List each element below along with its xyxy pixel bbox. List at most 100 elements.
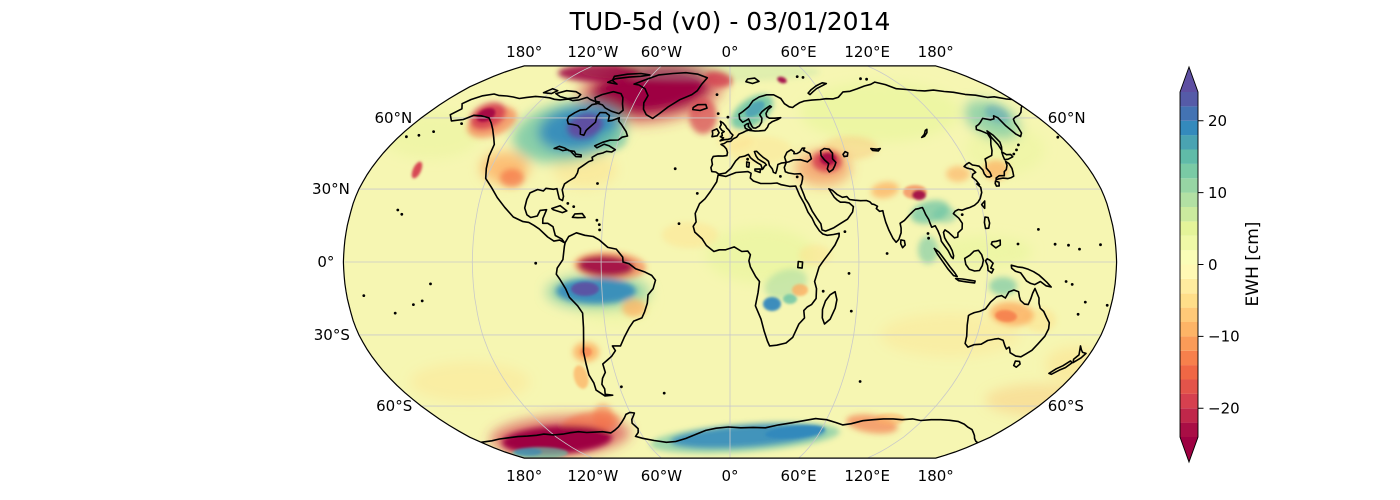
island-dot bbox=[597, 223, 601, 227]
island-dot bbox=[429, 282, 432, 286]
lon-label-top: 60°W bbox=[641, 43, 683, 61]
island-dot bbox=[677, 222, 681, 226]
anomaly-blob bbox=[689, 98, 717, 134]
colorbar-axis-label: EWH [cm] bbox=[1243, 222, 1263, 307]
anomaly-blob bbox=[476, 108, 496, 122]
anomaly-blob bbox=[703, 70, 733, 88]
island-dot bbox=[595, 218, 599, 222]
island-dot bbox=[1105, 303, 1109, 307]
graticule-meridian bbox=[798, 65, 860, 459]
anomaly-blob bbox=[777, 76, 787, 84]
coastline bbox=[819, 147, 837, 173]
lat-label-left: 30°N bbox=[312, 180, 350, 198]
lat-label-right: 60°N bbox=[1048, 109, 1086, 127]
island-dot bbox=[795, 75, 799, 78]
island-dot bbox=[1099, 243, 1102, 247]
island-dot bbox=[620, 385, 623, 389]
coastline-antarctica bbox=[480, 411, 979, 444]
lat-label-left: 60°N bbox=[374, 109, 412, 127]
island-dot bbox=[598, 228, 601, 232]
coastline bbox=[964, 287, 1051, 358]
island-dot bbox=[432, 130, 435, 134]
coastline bbox=[994, 180, 1000, 187]
colorbar-tick-label: 0 bbox=[1208, 256, 1218, 274]
anomaly-blob bbox=[946, 166, 970, 182]
island-dot bbox=[716, 112, 720, 115]
colorbar-outline bbox=[1179, 65, 1199, 464]
coastline bbox=[710, 81, 1023, 260]
lat-label-left: 60°S bbox=[376, 397, 412, 415]
anomaly-blob bbox=[965, 125, 1045, 175]
coastline bbox=[963, 249, 985, 272]
coastline bbox=[553, 145, 582, 158]
island-dot bbox=[1067, 243, 1070, 247]
island-dot bbox=[662, 391, 666, 395]
anomaly-blob bbox=[937, 236, 1033, 268]
page-title: TUD-5d (v0) - 03/01/2014 bbox=[569, 7, 891, 36]
anomaly-blob bbox=[705, 227, 815, 283]
anomaly-blob bbox=[411, 161, 423, 179]
lon-label-bottom: 180° bbox=[918, 467, 954, 485]
lat-label-left: 30°S bbox=[314, 326, 350, 344]
island-dot bbox=[821, 289, 825, 293]
island-dot bbox=[960, 213, 964, 217]
lon-label-top: 180° bbox=[918, 43, 954, 61]
coastline bbox=[980, 200, 986, 210]
colorbar-tick-label: −10 bbox=[1208, 328, 1240, 346]
coastline bbox=[995, 160, 1015, 181]
anomaly-blob bbox=[765, 425, 825, 439]
island-dot bbox=[779, 175, 782, 178]
island-dot bbox=[1015, 148, 1018, 152]
island-dot bbox=[795, 175, 799, 179]
coastline bbox=[1000, 151, 1014, 161]
island-dot bbox=[1017, 143, 1020, 147]
coastline bbox=[933, 247, 958, 278]
colorbar-band bbox=[1180, 293, 1198, 308]
coastline bbox=[551, 204, 568, 214]
colorbar-band bbox=[1180, 120, 1198, 136]
colorbar-band bbox=[1180, 135, 1198, 150]
anomaly-blob bbox=[984, 104, 1010, 124]
coastline bbox=[542, 87, 559, 95]
coastline bbox=[986, 130, 1003, 152]
island-dot bbox=[572, 205, 576, 209]
lon-label-bottom: 60°W bbox=[641, 467, 683, 485]
coastline bbox=[1072, 345, 1087, 364]
island-dot bbox=[420, 299, 424, 303]
anomaly-blob bbox=[745, 101, 765, 117]
island-dot bbox=[396, 208, 400, 212]
island-dot bbox=[1070, 283, 1074, 286]
colorbar-arrow-up bbox=[1180, 67, 1198, 92]
anomaly-blob bbox=[912, 190, 926, 200]
coastline bbox=[571, 212, 586, 219]
anomaly-blob bbox=[763, 297, 781, 311]
colorbar-band bbox=[1180, 422, 1198, 437]
island-dot bbox=[746, 157, 749, 161]
anomaly-blob bbox=[783, 294, 797, 304]
island-dot bbox=[715, 93, 719, 96]
colorbar-band bbox=[1180, 365, 1198, 380]
anomaly-blob bbox=[799, 245, 831, 265]
coastline bbox=[1010, 264, 1052, 288]
colorbar-band bbox=[1180, 408, 1198, 423]
coastline bbox=[870, 147, 882, 152]
island-dot bbox=[849, 309, 853, 313]
graticule-meridian bbox=[867, 65, 989, 459]
lon-label-bottom: 0° bbox=[721, 467, 738, 485]
island-dot bbox=[885, 252, 889, 255]
island-dot bbox=[847, 272, 851, 275]
island-dot bbox=[393, 311, 397, 315]
axis-labels: 180° 180° 120°W 120°W 60°W 60°W 0° 0° 60°E 60°E 12… bbox=[312, 43, 1085, 485]
colorbar-band bbox=[1180, 278, 1198, 294]
coastline bbox=[555, 232, 657, 397]
island-dot bbox=[865, 77, 868, 81]
island-dot bbox=[858, 380, 862, 383]
coastline bbox=[1012, 360, 1021, 368]
island-dot bbox=[1016, 242, 1020, 246]
coastline bbox=[754, 168, 762, 174]
anomaly-blob bbox=[989, 277, 1017, 295]
anomaly-blob bbox=[995, 309, 1017, 323]
coastline bbox=[821, 290, 838, 325]
lon-label-top: 0° bbox=[721, 43, 738, 61]
island-dot bbox=[726, 115, 730, 119]
